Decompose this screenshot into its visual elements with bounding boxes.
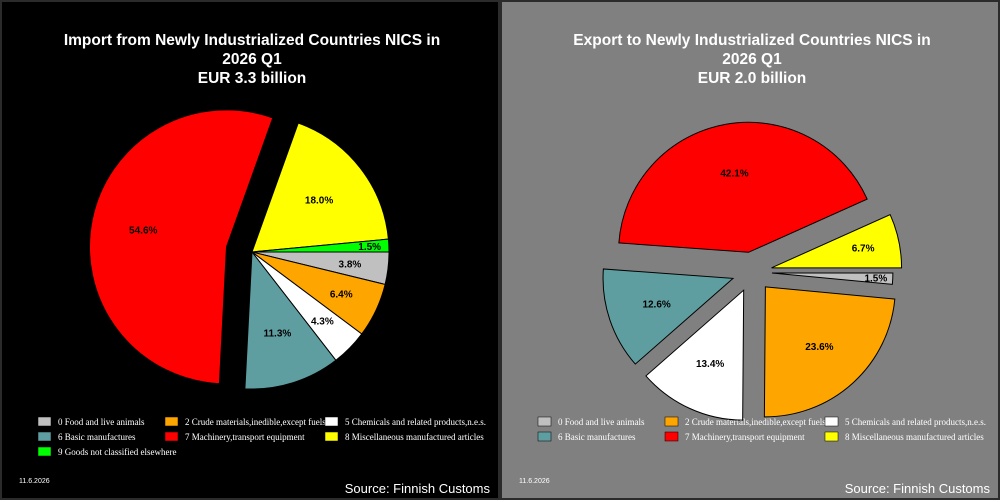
chart-date: 11.6.2026 — [19, 478, 50, 485]
legend-swatch — [824, 431, 839, 442]
pie-slice-machinery — [89, 109, 274, 385]
import-pie-chart: Import from Newly Industrialized Countri… — [19, 32, 491, 496]
chart-source: Source: Finnish Customs — [345, 481, 491, 496]
legend-label: 7 Machinery,transport equipment — [685, 432, 805, 442]
slice-value-label-unclassified: 1.5% — [358, 242, 381, 253]
slice-value-label-basic: 11.3% — [263, 329, 291, 340]
pie-slice-misc — [251, 122, 389, 253]
legend-item-crude: 2 Crude materials,inedible,except fuels — [164, 416, 326, 427]
legend-swatch — [324, 431, 339, 442]
pie-slice-food — [771, 272, 894, 285]
legend-label: 0 Food and live animals — [558, 417, 645, 427]
legend-label: 8 Miscellaneous manufactured articles — [345, 432, 484, 442]
pie-slice-misc — [771, 213, 903, 269]
pie-slices — [602, 121, 903, 421]
legend: 0 Food and live animals 2 Crude materials… — [537, 416, 986, 442]
legend-item-crude: 2 Crude materials,inedible,except fuels — [664, 416, 826, 427]
slice-value-label-machinery: 54.6% — [129, 226, 157, 237]
legend-item-basic: 6 Basic manufactures — [537, 431, 636, 442]
pie-value-labels: 3.8% 6.4% 4.3% 11.3% 54.6% 18.0% 1.5% — [129, 195, 381, 339]
legend-item-machinery: 7 Machinery,transport equipment — [664, 431, 805, 442]
legend-item-chemicals: 5 Chemicals and related products,n.e.s. — [824, 416, 986, 427]
export-pie-chart: Export to Newly Industrialized Countries… — [519, 32, 991, 496]
slice-value-label-machinery: 42.1% — [720, 168, 748, 179]
slice-value-label-food: 3.8% — [339, 259, 362, 270]
legend: 0 Food and live animals 2 Crude materials… — [37, 416, 486, 457]
legend-swatch — [164, 431, 179, 442]
legend-label: 9 Goods not classified elsewhere — [58, 447, 176, 457]
chart-title-line-3: EUR 3.3 billion — [198, 70, 307, 87]
slice-value-label-chemicals: 4.3% — [311, 317, 334, 328]
pie-value-labels: 1.5% 23.6% 13.4% 12.6% 42.1% 6.7% — [642, 168, 887, 370]
pie-slice-crude — [763, 286, 896, 418]
chart-title-line-1: Import from Newly Industrialized Countri… — [64, 32, 440, 49]
legend-label: 5 Chemicals and related products,n.e.s. — [345, 417, 486, 427]
legend-swatch — [537, 431, 552, 442]
legend-label: 0 Food and live animals — [58, 417, 145, 427]
legend-label: 6 Basic manufactures — [58, 432, 136, 442]
legend-label: 2 Crude materials,inedible,except fuels — [185, 417, 326, 427]
legend-swatch — [164, 416, 179, 427]
legend-swatch — [37, 446, 52, 457]
legend-swatch — [324, 416, 339, 427]
slice-value-label-misc: 18.0% — [305, 195, 333, 206]
pie-slice-basic — [244, 250, 337, 390]
pie-slice-basic — [602, 268, 735, 365]
export-chart-panel: Export to Newly Industrialized Countries… — [500, 0, 1000, 500]
legend-item-misc: 8 Miscellaneous manufactured articles — [324, 431, 484, 442]
legend-swatch — [537, 416, 552, 427]
legend-swatch — [37, 416, 52, 427]
pie-slice-unclassified — [251, 238, 390, 253]
legend-item-basic: 6 Basic manufactures — [37, 431, 136, 442]
slice-value-label-misc: 6.7% — [852, 244, 875, 255]
legend-swatch — [37, 431, 52, 442]
chart-date: 11.6.2026 — [519, 478, 550, 485]
legend-label: 5 Chemicals and related products,n.e.s. — [845, 417, 986, 427]
pie-slices — [89, 109, 390, 390]
legend-label: 2 Crude materials,inedible,except fuels — [685, 417, 826, 427]
chart-title-line-2: 2026 Q1 — [722, 51, 782, 68]
pie-slice-machinery — [618, 121, 868, 253]
legend-swatch — [824, 416, 839, 427]
legend-swatch — [664, 431, 679, 442]
legend-label: 7 Machinery,transport equipment — [185, 432, 305, 442]
slice-value-label-food: 1.5% — [864, 273, 887, 284]
import-chart-panel: Import from Newly Industrialized Countri… — [0, 0, 500, 500]
chart-title-line-2: 2026 Q1 — [222, 51, 282, 68]
slice-value-label-crude: 6.4% — [330, 290, 353, 301]
legend-swatch — [664, 416, 679, 427]
legend-item-machinery: 7 Machinery,transport equipment — [164, 431, 305, 442]
slice-value-label-chemicals: 13.4% — [696, 359, 724, 370]
pie-slice-chemicals — [645, 289, 745, 421]
legend-item-food: 0 Food and live animals — [37, 416, 145, 427]
slice-value-label-basic: 12.6% — [642, 300, 670, 311]
chart-source: Source: Finnish Customs — [845, 481, 991, 496]
chart-title-line-3: EUR 2.0 billion — [698, 70, 807, 87]
legend-item-chemicals: 5 Chemicals and related products,n.e.s. — [324, 416, 486, 427]
chart-title-line-1: Export to Newly Industrialized Countries… — [573, 32, 930, 49]
slice-value-label-crude: 23.6% — [805, 342, 833, 353]
legend-label: 6 Basic manufactures — [558, 432, 636, 442]
legend-item-misc: 8 Miscellaneous manufactured articles — [824, 431, 984, 442]
legend-item-unclassified: 9 Goods not classified elsewhere — [37, 446, 176, 457]
legend-label: 8 Miscellaneous manufactured articles — [845, 432, 984, 442]
legend-item-food: 0 Food and live animals — [537, 416, 645, 427]
